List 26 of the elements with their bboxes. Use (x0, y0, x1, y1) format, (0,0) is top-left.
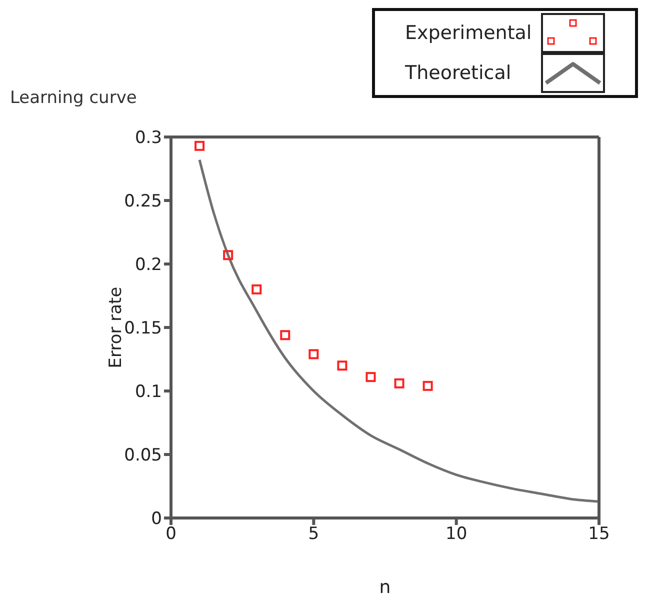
y-tick-label: 0.2 (134, 255, 162, 276)
y-tick-label: 0.25 (124, 192, 162, 212)
y-tick-label: 0.05 (124, 446, 162, 466)
point (223, 250, 234, 260)
point (308, 349, 319, 360)
x-tick-label: 10 (446, 524, 468, 544)
y-tick-label: 0.1 (134, 382, 162, 402)
y-axis-title: Error rate (106, 286, 126, 368)
line-series (198, 158, 599, 503)
point (252, 284, 262, 294)
y-tick-label: 0.15 (124, 318, 162, 339)
point (280, 330, 290, 340)
y-tick-label: 0.3 (134, 128, 162, 148)
legend-label: Theoretical (405, 62, 512, 84)
point (337, 360, 348, 371)
x-tick-label: 15 (588, 524, 610, 544)
legend-label: Experimental (405, 22, 533, 44)
x-tick-label: 5 (308, 524, 320, 544)
point (194, 140, 205, 151)
point (422, 380, 433, 391)
y-tick-label: 0 (151, 509, 162, 530)
x-axis-title: n (379, 577, 391, 598)
point (394, 378, 404, 388)
point (366, 372, 376, 382)
chart-title: Learning curve (10, 88, 137, 108)
x-tick-label: 0 (166, 524, 176, 544)
